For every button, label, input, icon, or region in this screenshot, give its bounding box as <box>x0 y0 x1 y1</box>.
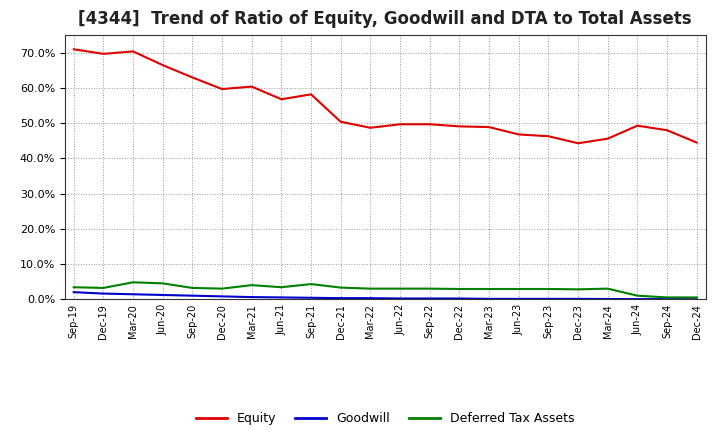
Deferred Tax Assets <box>633 293 642 298</box>
Equity <box>662 128 671 133</box>
Goodwill <box>366 296 374 301</box>
Equity <box>158 62 167 68</box>
Goodwill <box>693 297 701 302</box>
Goodwill <box>544 296 553 301</box>
Goodwill <box>603 297 612 302</box>
Equity <box>485 125 493 130</box>
Deferred Tax Assets <box>336 285 345 290</box>
Equity <box>693 140 701 145</box>
Line: Goodwill: Goodwill <box>73 292 697 299</box>
Equity <box>574 141 582 146</box>
Goodwill <box>574 296 582 301</box>
Equity <box>277 97 286 102</box>
Line: Equity: Equity <box>73 49 697 143</box>
Deferred Tax Assets <box>514 286 523 292</box>
Deferred Tax Assets <box>426 286 434 291</box>
Equity <box>99 51 108 56</box>
Goodwill <box>426 296 434 301</box>
Legend: Equity, Goodwill, Deferred Tax Assets: Equity, Goodwill, Deferred Tax Assets <box>191 407 580 430</box>
Equity <box>129 49 138 54</box>
Goodwill <box>217 294 226 299</box>
Equity <box>544 134 553 139</box>
Equity <box>248 84 256 89</box>
Deferred Tax Assets <box>693 295 701 300</box>
Equity <box>426 121 434 127</box>
Deferred Tax Assets <box>366 286 374 291</box>
Goodwill <box>69 290 78 295</box>
Goodwill <box>396 296 405 301</box>
Deferred Tax Assets <box>455 286 464 292</box>
Goodwill <box>662 297 671 302</box>
Deferred Tax Assets <box>277 285 286 290</box>
Deferred Tax Assets <box>248 282 256 288</box>
Deferred Tax Assets <box>574 287 582 292</box>
Goodwill <box>248 294 256 300</box>
Equity <box>366 125 374 130</box>
Deferred Tax Assets <box>544 286 553 292</box>
Deferred Tax Assets <box>603 286 612 291</box>
Goodwill <box>129 292 138 297</box>
Title: [4344]  Trend of Ratio of Equity, Goodwill and DTA to Total Assets: [4344] Trend of Ratio of Equity, Goodwil… <box>78 10 692 28</box>
Equity <box>188 75 197 80</box>
Deferred Tax Assets <box>396 286 405 291</box>
Equity <box>217 86 226 92</box>
Line: Deferred Tax Assets: Deferred Tax Assets <box>73 282 697 297</box>
Deferred Tax Assets <box>69 285 78 290</box>
Deferred Tax Assets <box>217 286 226 291</box>
Deferred Tax Assets <box>485 286 493 292</box>
Deferred Tax Assets <box>307 282 315 287</box>
Equity <box>514 132 523 137</box>
Goodwill <box>633 297 642 302</box>
Goodwill <box>514 296 523 301</box>
Goodwill <box>99 291 108 296</box>
Deferred Tax Assets <box>188 285 197 290</box>
Goodwill <box>277 295 286 300</box>
Equity <box>455 124 464 129</box>
Goodwill <box>455 296 464 301</box>
Goodwill <box>307 295 315 301</box>
Deferred Tax Assets <box>662 295 671 300</box>
Deferred Tax Assets <box>99 285 108 290</box>
Goodwill <box>188 293 197 298</box>
Deferred Tax Assets <box>158 281 167 286</box>
Goodwill <box>336 296 345 301</box>
Goodwill <box>485 296 493 301</box>
Goodwill <box>158 292 167 297</box>
Deferred Tax Assets <box>129 280 138 285</box>
Equity <box>336 119 345 125</box>
Equity <box>603 136 612 141</box>
Equity <box>307 92 315 97</box>
Equity <box>69 47 78 52</box>
Equity <box>633 123 642 128</box>
Equity <box>396 121 405 127</box>
